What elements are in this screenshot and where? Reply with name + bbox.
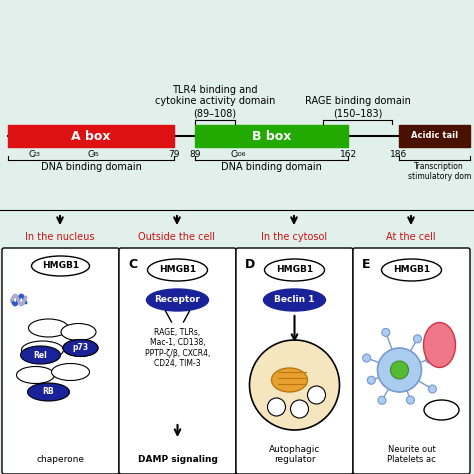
Bar [8, 125, 174, 147]
Text: DAMP signaling: DAMP signaling [137, 455, 218, 464]
Text: Acidic tail: Acidic tail [411, 131, 458, 140]
Circle shape [426, 355, 434, 363]
Circle shape [428, 385, 437, 393]
Text: C: C [29, 150, 35, 159]
Ellipse shape [28, 319, 69, 337]
Bar [0, 210, 474, 474]
Circle shape [291, 400, 309, 418]
Text: Neurite out
Platelets ac: Neurite out Platelets ac [387, 445, 436, 464]
Text: Transcription
stimulatory dom: Transcription stimulatory dom [408, 162, 471, 182]
Text: At the cell: At the cell [386, 232, 436, 242]
Text: C: C [128, 258, 137, 271]
Text: Autophagic
regulator: Autophagic regulator [269, 445, 320, 464]
Ellipse shape [31, 256, 90, 276]
Text: chaperone: chaperone [36, 455, 84, 464]
Text: DNA binding domain: DNA binding domain [221, 162, 322, 172]
Ellipse shape [21, 341, 64, 359]
Circle shape [249, 340, 339, 430]
Text: Outside the cell: Outside the cell [138, 232, 216, 242]
Text: E: E [362, 258, 371, 271]
Ellipse shape [264, 289, 326, 311]
Text: 23: 23 [33, 152, 41, 157]
Circle shape [367, 376, 375, 384]
Circle shape [308, 386, 326, 404]
Text: RB: RB [43, 388, 55, 396]
Circle shape [377, 348, 421, 392]
Ellipse shape [20, 346, 61, 364]
Text: A box: A box [71, 129, 111, 143]
Ellipse shape [52, 364, 90, 381]
Text: Rel: Rel [34, 350, 47, 359]
Ellipse shape [264, 259, 325, 281]
Ellipse shape [63, 339, 98, 356]
Ellipse shape [147, 259, 208, 281]
Circle shape [391, 361, 409, 379]
Text: 162: 162 [340, 150, 357, 159]
Text: HMGB1: HMGB1 [393, 265, 430, 274]
Text: C: C [88, 150, 94, 159]
Text: 89: 89 [189, 150, 201, 159]
Ellipse shape [272, 368, 308, 392]
FancyBboxPatch shape [353, 248, 470, 474]
Text: Receptor: Receptor [155, 295, 201, 304]
Ellipse shape [61, 323, 96, 340]
Text: HMGB1: HMGB1 [159, 265, 196, 274]
Bar [195, 125, 348, 147]
Ellipse shape [17, 366, 55, 383]
Circle shape [406, 396, 414, 404]
Text: 106: 106 [235, 152, 246, 157]
Text: TLR4 binding and
cytokine activity domain
(89–108): TLR4 binding and cytokine activity domai… [155, 85, 275, 118]
Ellipse shape [63, 339, 98, 356]
FancyBboxPatch shape [2, 248, 119, 474]
Circle shape [378, 396, 386, 404]
Ellipse shape [146, 289, 209, 311]
FancyBboxPatch shape [236, 248, 353, 474]
Text: p73: p73 [73, 344, 89, 353]
Text: In the nucleus: In the nucleus [25, 232, 95, 242]
Text: C: C [230, 150, 237, 159]
Text: In the cytosol: In the cytosol [261, 232, 327, 242]
Bar [399, 125, 470, 147]
Text: Beclin 1: Beclin 1 [274, 295, 315, 304]
Text: HMGB1: HMGB1 [276, 265, 313, 274]
Ellipse shape [424, 400, 459, 420]
Circle shape [363, 354, 371, 362]
Text: DNA binding domain: DNA binding domain [40, 162, 141, 172]
Text: RAGE binding domain
(150–183): RAGE binding domain (150–183) [305, 96, 410, 118]
Ellipse shape [27, 383, 70, 401]
Text: 186: 186 [390, 150, 407, 159]
Text: 79: 79 [168, 150, 180, 159]
Circle shape [413, 335, 421, 343]
Ellipse shape [423, 322, 456, 367]
Text: HMGB1: HMGB1 [42, 262, 79, 271]
Circle shape [267, 398, 285, 416]
FancyBboxPatch shape [119, 248, 236, 474]
Text: RAGE, TLRs,
Mac-1, CD138,
PPTP-ζ/β, CXCR4,
CD24, TIM-3: RAGE, TLRs, Mac-1, CD138, PPTP-ζ/β, CXCR… [145, 328, 210, 368]
Text: B box: B box [252, 129, 291, 143]
Circle shape [382, 328, 390, 337]
Bar [0, 0, 474, 210]
Text: 45: 45 [92, 152, 100, 157]
Text: D: D [245, 258, 255, 271]
Ellipse shape [382, 259, 441, 281]
